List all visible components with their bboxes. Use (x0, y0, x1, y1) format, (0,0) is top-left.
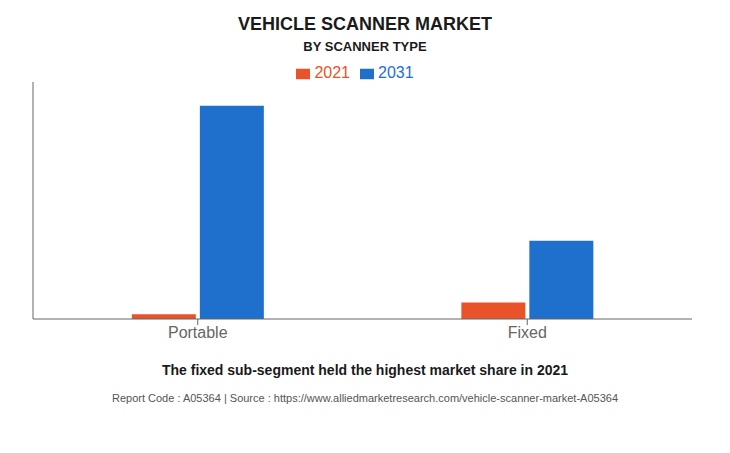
html-text:Report Code : A05364 | Source: Report Code : A05364 | Source : https://… (112, 392, 618, 404)
html-text:The fixed sub-segment held the: The fixed sub-segment held the highest m… (161, 362, 569, 378)
svg-text:Fixed: Fixed (508, 324, 547, 341)
html-text:2021: 2021 (314, 64, 350, 81)
html-text:2031: 2031 (378, 64, 414, 81)
html-text:BY SCANNER TYPE: BY SCANNER TYPE (303, 39, 427, 54)
svg-text:Portable: Portable (168, 324, 228, 341)
html-text:VEHICLE SCANNER MARKET: VEHICLE SCANNER MARKET (238, 14, 492, 34)
